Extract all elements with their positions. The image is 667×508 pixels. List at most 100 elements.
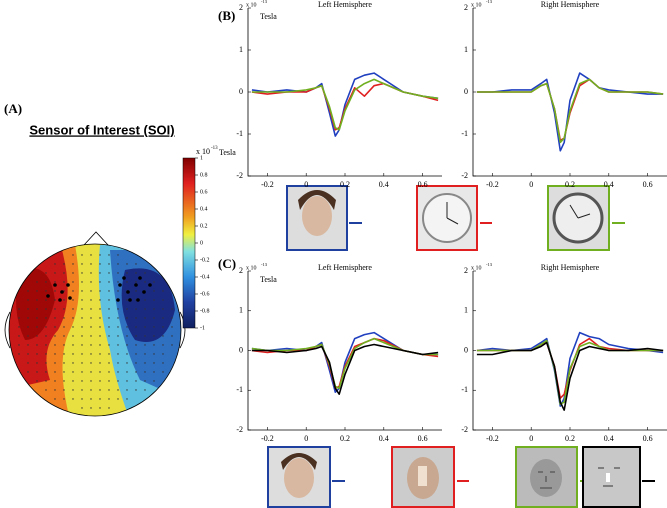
sensor (63, 398, 65, 400)
sensor (99, 380, 101, 382)
x-tick-label: 0 (304, 434, 308, 443)
sensor (117, 254, 119, 256)
soi-sensor (122, 276, 126, 280)
sensor (63, 308, 65, 310)
sensor (153, 308, 155, 310)
sensor (36, 317, 38, 319)
sensor (36, 362, 38, 364)
x-tick-label: 0.6 (643, 180, 653, 189)
sensor (54, 398, 56, 400)
y-tick-label: 2 (239, 266, 243, 275)
sensor (108, 398, 110, 400)
sensor (144, 335, 146, 337)
sensor (153, 290, 155, 292)
soi-sensor (138, 276, 142, 280)
y-tick-label: -1 (461, 129, 468, 138)
soi-sensor (128, 298, 132, 302)
y-multiplier: x 10 (471, 2, 482, 8)
x-tick-label: 0 (304, 180, 308, 189)
sensor (81, 308, 83, 310)
sensor (36, 299, 38, 301)
sensor (27, 371, 29, 373)
sensor (54, 326, 56, 328)
sensor (81, 299, 83, 301)
sensor (126, 344, 128, 346)
sensor (135, 371, 137, 373)
sensor (162, 326, 164, 328)
sensor (135, 272, 137, 274)
sensor (171, 317, 173, 319)
sensor (117, 371, 119, 373)
panel-label: (B) (218, 8, 235, 23)
sensor (108, 344, 110, 346)
series-line (476, 78, 664, 144)
sensor (81, 254, 83, 256)
sensor (135, 317, 137, 319)
sensor (45, 281, 47, 283)
sensor (81, 326, 83, 328)
sensor (117, 335, 119, 337)
sensor (108, 254, 110, 256)
sensor (108, 371, 110, 373)
y-tick-label: 1 (239, 306, 243, 315)
colorbar (182, 157, 196, 329)
sensor (36, 326, 38, 328)
sensor (117, 326, 119, 328)
colorbar-tick-label: -0.2 (200, 257, 210, 263)
sensor (27, 362, 29, 364)
sensor (18, 344, 20, 346)
sensor (117, 281, 119, 283)
sensor (54, 371, 56, 373)
y-tick-label: 1 (464, 306, 468, 315)
colorbar-tick-label: 0.4 (200, 206, 208, 212)
sensor (90, 353, 92, 355)
y-tick-label: -2 (461, 425, 468, 434)
sensor (99, 281, 101, 283)
sensor (126, 299, 128, 301)
sensor (81, 407, 83, 409)
soi-sensor (53, 283, 57, 287)
sensor (27, 353, 29, 355)
x-tick-label: 0.2 (565, 180, 575, 189)
sensor (45, 389, 47, 391)
sensor (45, 380, 47, 382)
soi-sensor (46, 294, 50, 298)
x-tick-label: 0.2 (565, 434, 575, 443)
x-tick-label: 0.6 (418, 180, 428, 189)
sensor (63, 335, 65, 337)
sensor (18, 353, 20, 355)
sensor (54, 389, 56, 391)
sensor (81, 335, 83, 337)
sensor (153, 335, 155, 337)
y-multiplier: x 10 (471, 265, 482, 271)
y-tick-label: -1 (461, 385, 468, 394)
panel-label: (A) (4, 101, 22, 116)
sensor (162, 308, 164, 310)
sensor (171, 326, 173, 328)
sensor (135, 335, 137, 337)
sensor (108, 326, 110, 328)
y-tick-label: -1 (236, 129, 243, 138)
sensor (126, 389, 128, 391)
sensor (117, 290, 119, 292)
sensor (72, 380, 74, 382)
sensor (36, 353, 38, 355)
x-tick-label: -0.2 (486, 180, 499, 189)
sensor (63, 371, 65, 373)
y-multiplier: x 10 (246, 265, 257, 271)
sensor (135, 281, 137, 283)
sensor (153, 371, 155, 373)
sensor (153, 326, 155, 328)
sensor (162, 353, 164, 355)
sensor (144, 281, 146, 283)
series-line (251, 78, 439, 131)
sensor (81, 398, 83, 400)
sensor (27, 308, 29, 310)
sensor (153, 344, 155, 346)
sensor (135, 308, 137, 310)
sensor (126, 263, 128, 265)
sensor (54, 299, 56, 301)
sensor (126, 326, 128, 328)
x-tick-label: -0.2 (261, 434, 274, 443)
sensor (153, 281, 155, 283)
